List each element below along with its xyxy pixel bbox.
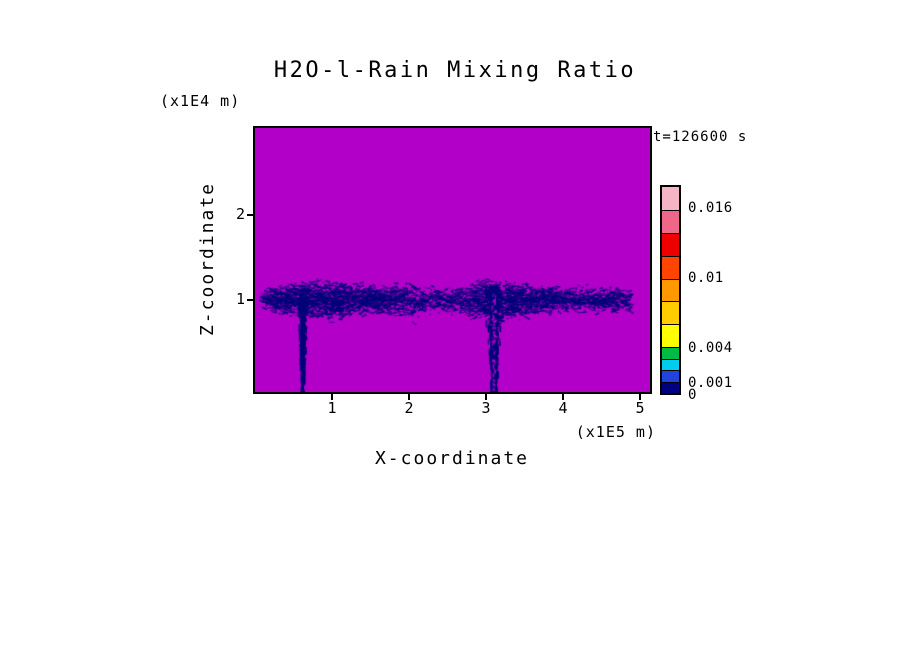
x-axis-tick	[639, 394, 641, 400]
chart-title: H2O-l-Rain Mixing Ratio	[273, 58, 637, 83]
z-tick-label: 2	[235, 205, 245, 223]
x-axis-tick	[562, 394, 564, 400]
colorbar-separator	[662, 301, 679, 303]
colorbar-separator	[662, 209, 679, 211]
z-axis-unit-label: (x1E4 m)	[160, 92, 241, 110]
z-axis-title: Z-coordinate	[197, 181, 218, 337]
x-tick-label: 4	[558, 399, 568, 417]
colorbar-segment	[662, 278, 679, 302]
x-axis-tick	[485, 394, 487, 400]
colorbar-separator	[662, 232, 679, 234]
x-tick-label: 1	[327, 399, 337, 417]
colorbar-separator	[662, 347, 679, 349]
colorbar-tick-label: 0	[688, 387, 697, 403]
x-tick-label: 5	[635, 399, 645, 417]
colorbar-separator	[662, 255, 679, 257]
colorbar-segment	[662, 347, 679, 359]
colorbar-separator	[662, 358, 679, 360]
colorbar-segment	[662, 381, 679, 393]
z-axis-tick	[247, 214, 253, 216]
colorbar-segment	[662, 358, 679, 371]
colorbar-separator	[662, 370, 679, 372]
x-axis-unit-label: (x1E5 m)	[575, 423, 656, 441]
x-axis-tick	[408, 394, 410, 400]
colorbar-segment	[662, 255, 679, 279]
colorbar-separator	[662, 278, 679, 280]
x-tick-label: 2	[404, 399, 414, 417]
colorbar-tick-label: 0.016	[688, 200, 733, 217]
x-axis-title: X-coordinate	[374, 448, 530, 469]
colorbar-segment	[662, 187, 679, 210]
colorbar-segment	[662, 232, 679, 256]
timestamp-label: t=126600 s	[653, 129, 748, 145]
colorbar-segment	[662, 324, 679, 348]
colorbar-tick-label: 0.004	[688, 340, 733, 357]
colorbar-segment	[662, 301, 679, 325]
x-axis-tick	[331, 394, 333, 400]
colorbar	[660, 185, 681, 395]
colorbar-separator	[662, 381, 679, 383]
z-axis-tick	[247, 299, 253, 301]
heatmap-canvas	[255, 128, 650, 392]
plot-frame	[253, 126, 652, 394]
z-tick-label: 1	[235, 290, 245, 308]
colorbar-separator	[662, 324, 679, 326]
colorbar-segment	[662, 370, 679, 382]
x-tick-label: 3	[481, 399, 491, 417]
colorbar-segment	[662, 209, 679, 233]
colorbar-tick-label: 0.01	[688, 270, 724, 287]
colorbar-tick-label: 0.001	[688, 375, 733, 392]
